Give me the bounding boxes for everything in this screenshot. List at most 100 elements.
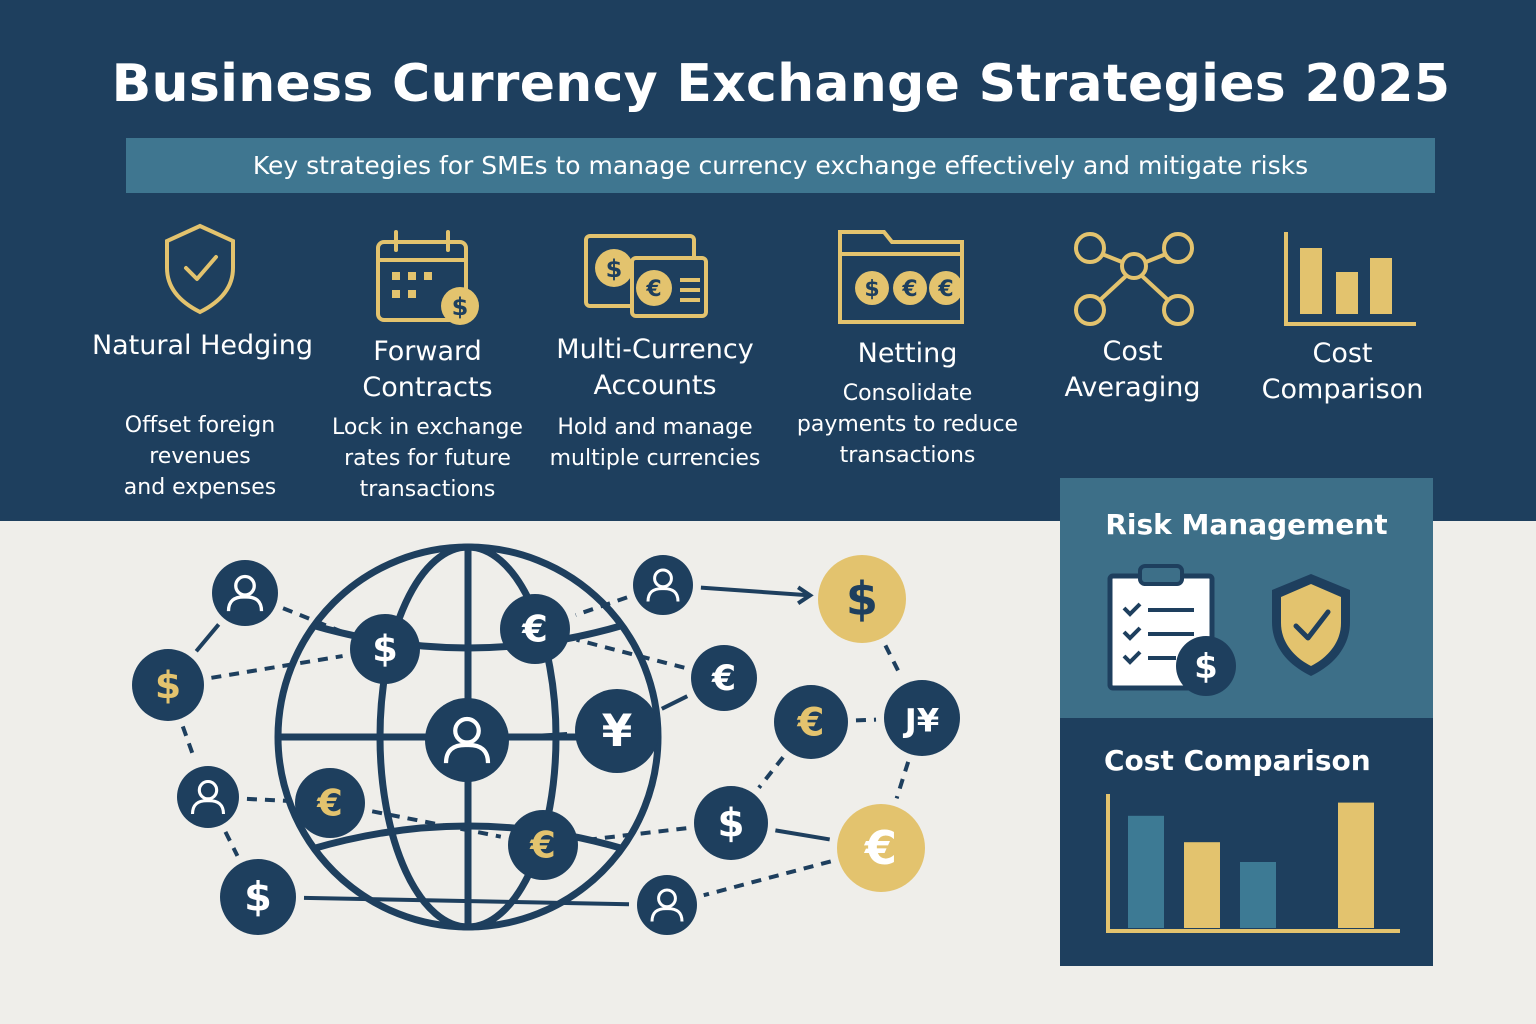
cost-comparison-panel: Cost Comparison <box>1060 718 1433 966</box>
desc-line: Offset foreign <box>124 413 276 438</box>
currency-symbol: $ <box>244 875 272 921</box>
person-icon <box>177 766 239 828</box>
network-connection <box>180 725 197 761</box>
cost-bar <box>1128 815 1164 928</box>
network-connection <box>775 828 831 842</box>
currency-symbol: $ <box>155 663 181 707</box>
strategy-desc-multi-currency: Hold and manage multiple currencies <box>535 412 775 474</box>
svg-text:€: € <box>645 277 661 302</box>
dollar-coin-icon: $ <box>818 555 906 643</box>
network-connection <box>883 644 904 678</box>
desc-line: Consolidate <box>842 381 973 406</box>
calendar-dollar-icon: $ <box>376 230 479 325</box>
badge-dollar-glyph: $ <box>1194 647 1218 687</box>
svg-text:€: € <box>937 277 953 302</box>
currency-symbol: € <box>529 824 556 867</box>
svg-text:€: € <box>901 277 917 302</box>
network-connection <box>246 796 288 803</box>
currency-network-illustration: $ $ € $ € ¥ € J¥ € $ € € $ <box>132 543 960 935</box>
cost-bar <box>1240 862 1276 928</box>
wallet-currency-icon: $ € <box>584 234 708 318</box>
network-connections <box>180 585 911 907</box>
euro-coin-icon: € <box>295 768 365 838</box>
svg-text:$: $ <box>452 293 469 321</box>
network-connection <box>855 717 877 723</box>
shield-check-icon <box>165 223 235 315</box>
page-title: Business Currency Exchange Strategies 20… <box>111 54 1451 114</box>
strategy-title-text: Forward Contracts <box>362 336 493 403</box>
person-icon <box>637 875 697 935</box>
currency-symbol: $ <box>372 628 398 671</box>
person-icon <box>425 698 509 782</box>
currency-symbol: € <box>316 782 343 825</box>
euro-coin-icon: € <box>691 645 757 711</box>
yen-coin-icon: J¥ <box>884 680 960 756</box>
svg-text:$: $ <box>606 255 623 283</box>
desc-line: multiple currencies <box>549 446 761 471</box>
yen-coin-icon: ¥ <box>575 689 659 773</box>
currency-symbol: € <box>864 821 897 875</box>
dollar-coin-icon: $ <box>350 614 420 684</box>
euro-coin-icon: € <box>837 804 925 892</box>
network-nodes-icon <box>1074 232 1194 326</box>
cost-comparison-chart <box>1106 794 1400 933</box>
strategy-title-cost-comparison: Cost Comparison <box>1250 336 1435 408</box>
network-connection <box>894 761 911 800</box>
clipboard-checklist-icon: $ <box>1107 564 1236 696</box>
person-icon <box>633 555 693 615</box>
currency-symbol: $ <box>846 572 878 626</box>
strategy-title-text: Multi-Currency Accounts <box>556 334 754 401</box>
arrow-head-icon <box>797 585 814 606</box>
dollar-coin-icon: $ <box>220 859 296 935</box>
desc-line: transactions <box>839 443 976 468</box>
desc-line: and expenses <box>123 475 277 500</box>
strategy-title-netting: Netting <box>795 336 1020 372</box>
desc-line: Lock in exchange <box>332 415 523 440</box>
strategy-desc-netting: Consolidate payments to reduce transacti… <box>790 378 1025 471</box>
desc-line: rates for future <box>344 446 511 471</box>
strategy-title-multi-currency: Multi-Currency Accounts <box>535 332 775 404</box>
cost-bar <box>1184 842 1220 928</box>
strategy-title-text: Cost Comparison <box>1261 338 1424 405</box>
network-nodes: $ $ € $ € ¥ € J¥ € $ € € $ <box>132 555 960 935</box>
network-connection <box>576 637 685 670</box>
arrow-connection <box>700 585 811 598</box>
network-connection <box>194 623 221 653</box>
dollar-coin-icon: $ <box>132 649 204 721</box>
network-connection <box>703 859 832 898</box>
strategy-title-natural-hedging: Natural Hedging <box>90 328 315 364</box>
bar-chart-icon <box>1284 232 1416 326</box>
folder-currency-icon: $ € € <box>838 230 964 324</box>
strategy-title-forward-contracts: Forward Contracts <box>315 334 540 406</box>
desc-line: Hold and manage <box>557 415 753 440</box>
euro-coin-icon: € <box>774 685 848 759</box>
currency-symbol: ¥ <box>602 706 633 757</box>
desc-line: revenues <box>149 444 251 469</box>
svg-text:$: $ <box>864 277 879 302</box>
shield-check-icon <box>1272 574 1350 676</box>
strategy-desc-forward-contracts: Lock in exchange rates for future transa… <box>315 412 540 505</box>
risk-management-panel: Risk Management $ <box>1060 478 1433 718</box>
network-connection <box>211 654 343 680</box>
desc-line: payments to reduce <box>796 412 1019 437</box>
network-connection <box>223 830 240 857</box>
desc-line: transactions <box>359 477 496 502</box>
subtitle-banner: Key strategies for SMEs to manage curren… <box>126 138 1435 193</box>
network-connection <box>757 756 785 789</box>
person-icon <box>212 560 278 626</box>
currency-symbol: € <box>521 608 548 651</box>
currency-symbol: $ <box>717 801 744 846</box>
strategy-title-text: Netting <box>857 338 958 369</box>
currency-symbol: J¥ <box>903 702 940 740</box>
cost-comparison-title: Cost Comparison <box>1104 744 1371 777</box>
network-connection <box>371 809 502 839</box>
dollar-coin-icon: $ <box>694 786 768 860</box>
header-band <box>0 0 1536 521</box>
euro-coin-icon: € <box>508 810 578 880</box>
strategy-title-cost-averaging: Cost Averaging <box>1040 334 1225 406</box>
euro-coin-icon: € <box>500 594 570 664</box>
currency-symbol: € <box>796 700 824 745</box>
strategy-desc-natural-hedging: Offset foreign revenues and expenses <box>90 410 310 503</box>
strategy-title-text: Natural Hedging <box>91 330 314 361</box>
